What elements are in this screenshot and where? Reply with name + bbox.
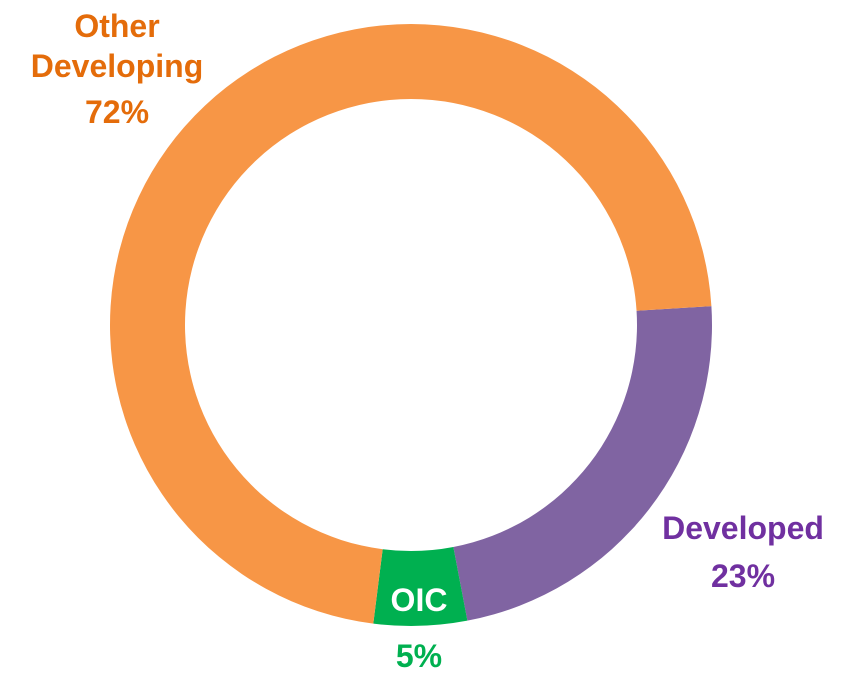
- value-label: 5%: [395, 638, 443, 674]
- donut-segment: [373, 546, 468, 626]
- segment-label: Other Developing: [30, 8, 204, 84]
- value-label: 72%: [84, 94, 150, 130]
- donut-segment: [453, 306, 712, 621]
- segment-label: Developed: [662, 510, 824, 546]
- value-label: 23%: [710, 558, 776, 594]
- segment-label: OIC: [390, 582, 448, 618]
